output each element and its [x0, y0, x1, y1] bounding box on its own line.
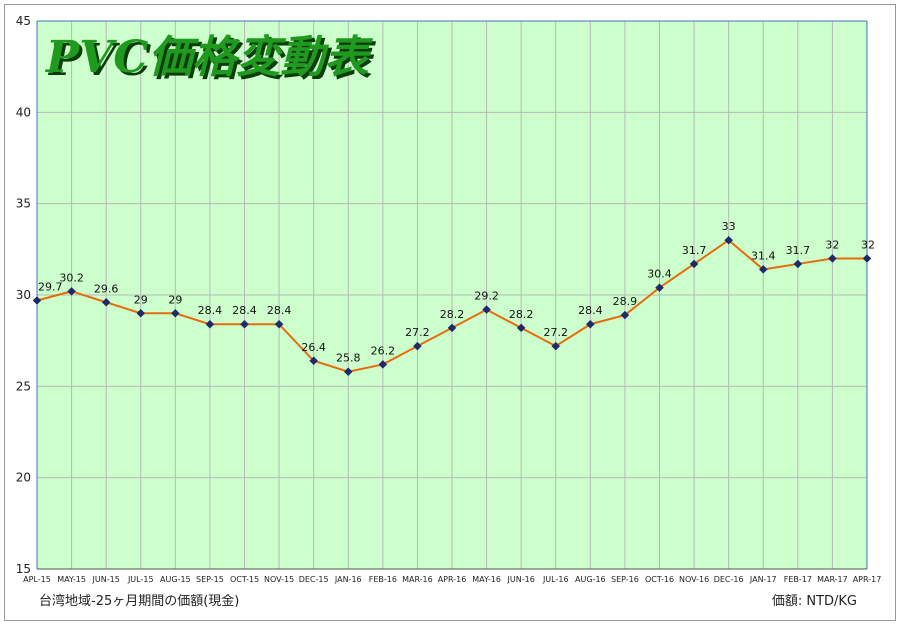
- data-label: 32: [861, 238, 875, 251]
- data-label: 32: [825, 238, 839, 251]
- series-markers: [32, 235, 872, 377]
- data-point: [101, 297, 111, 307]
- data-point: [724, 235, 734, 245]
- data-label: 27.2: [544, 326, 569, 339]
- x-tick-label: NOV-16: [679, 575, 709, 584]
- footer-caption: 台湾地域-25ヶ月期間の価額(現金): [39, 593, 239, 609]
- x-tick-label: FEB-17: [784, 575, 812, 584]
- x-tick-label: APR-16: [438, 575, 467, 584]
- unit-caption: 価額: NTD/KG: [772, 594, 857, 609]
- x-tick-label: MAY-15: [57, 575, 86, 584]
- data-point: [655, 283, 664, 293]
- x-tick-label: APR-17: [853, 575, 882, 584]
- data-label: 30.2: [59, 271, 84, 284]
- x-tick-label: JUL-16: [542, 575, 569, 584]
- data-label: 28.4: [578, 304, 603, 317]
- data-label: 28.4: [232, 304, 257, 317]
- x-tick-label: MAR-16: [402, 575, 433, 584]
- y-tick-label: 45: [16, 14, 31, 28]
- chart-title: PVC価格変動表: [44, 32, 373, 83]
- data-point: [447, 323, 457, 333]
- data-point: [67, 286, 76, 296]
- data-label: 25.8: [336, 352, 361, 365]
- x-tick-label: OCT-16: [645, 575, 674, 584]
- data-label: 28.4: [198, 304, 223, 317]
- data-label: 26.4: [301, 341, 326, 354]
- x-tick-label: MAY-16: [472, 575, 501, 584]
- y-tick-label: 40: [16, 105, 31, 119]
- data-label: 26.2: [371, 344, 396, 357]
- x-tick-label: DEC-15: [299, 575, 329, 584]
- data-point: [516, 323, 526, 333]
- x-tick-labels: APL-15 MAY-15 JUN-15 JUL-15 AUG-15 SEP-15 OCT-…: [23, 575, 881, 584]
- y-tick-label: 15: [16, 562, 31, 576]
- data-labels: 29.730.2 29.6 29 29 28.4 28.4 28.4 26.4 25.8 26.2…: [38, 220, 875, 365]
- x-tick-label: JUN-15: [92, 575, 120, 584]
- data-point: [793, 259, 803, 269]
- y-tick-label: 25: [16, 379, 31, 393]
- x-tick-label: APL-15: [23, 575, 51, 584]
- data-label: 29: [134, 293, 148, 306]
- data-point: [170, 308, 180, 318]
- data-label: 29.6: [94, 282, 119, 295]
- data-label: 31.4: [751, 249, 776, 262]
- chart-frame: 15 20 25 30 35 40 45 APL-15 MAY-15 JUN-15 JUL-15 A…: [4, 4, 896, 621]
- data-label: 28.2: [440, 308, 465, 321]
- data-label: 33: [722, 220, 736, 233]
- data-point: [205, 319, 215, 329]
- data-point: [32, 296, 42, 305]
- data-label: 30.4: [647, 268, 672, 281]
- data-label: 28.9: [613, 295, 638, 308]
- data-label: 28.4: [267, 304, 292, 317]
- data-point: [620, 310, 630, 320]
- data-label: 31.7: [682, 244, 707, 257]
- data-point: [309, 356, 319, 366]
- axes: [36, 20, 868, 570]
- x-tick-label: SEP-15: [196, 575, 224, 584]
- y-tick-label: 30: [16, 288, 31, 302]
- x-tick-label: AUG-15: [160, 575, 191, 584]
- data-point: [551, 341, 561, 351]
- y-tick-labels: 15 20 25 30 35 40 45: [16, 14, 31, 576]
- data-point: [413, 341, 422, 351]
- data-point: [828, 254, 837, 263]
- x-tick-label: NOV-15: [264, 575, 294, 584]
- x-tick-label: JAN-16: [334, 575, 362, 584]
- data-label: 31.7: [786, 244, 811, 257]
- data-point: [585, 319, 595, 329]
- y-tick-label: 35: [16, 197, 31, 211]
- x-tick-label: SEP-16: [611, 575, 639, 584]
- data-point: [482, 305, 491, 314]
- data-point: [378, 360, 388, 369]
- data-label: 29.2: [474, 290, 499, 303]
- data-label: 28.2: [509, 308, 534, 321]
- data-point: [274, 319, 284, 329]
- data-point: [343, 367, 353, 377]
- chart-title-shadow: PVC価格変動表: [47, 35, 376, 86]
- x-tick-label: MAR-17: [817, 575, 848, 584]
- x-tick-label: DEC-16: [714, 575, 744, 584]
- data-label: 29.7: [38, 280, 63, 293]
- x-tick-label: AUG-16: [575, 575, 606, 584]
- data-point: [240, 319, 249, 329]
- x-tick-label: JUN-16: [507, 575, 535, 584]
- x-tick-label: JAN-17: [749, 575, 777, 584]
- x-tick-label: FEB-16: [369, 575, 397, 584]
- data-point: [689, 259, 699, 269]
- data-label: 27.2: [405, 326, 430, 339]
- x-tick-label: JUL-15: [127, 575, 154, 584]
- data-point: [758, 265, 768, 274]
- data-point: [136, 308, 146, 318]
- y-tick-label: 20: [16, 471, 31, 485]
- data-label: 29: [168, 293, 182, 306]
- x-tick-label: OCT-15: [230, 575, 259, 584]
- data-point: [862, 254, 872, 263]
